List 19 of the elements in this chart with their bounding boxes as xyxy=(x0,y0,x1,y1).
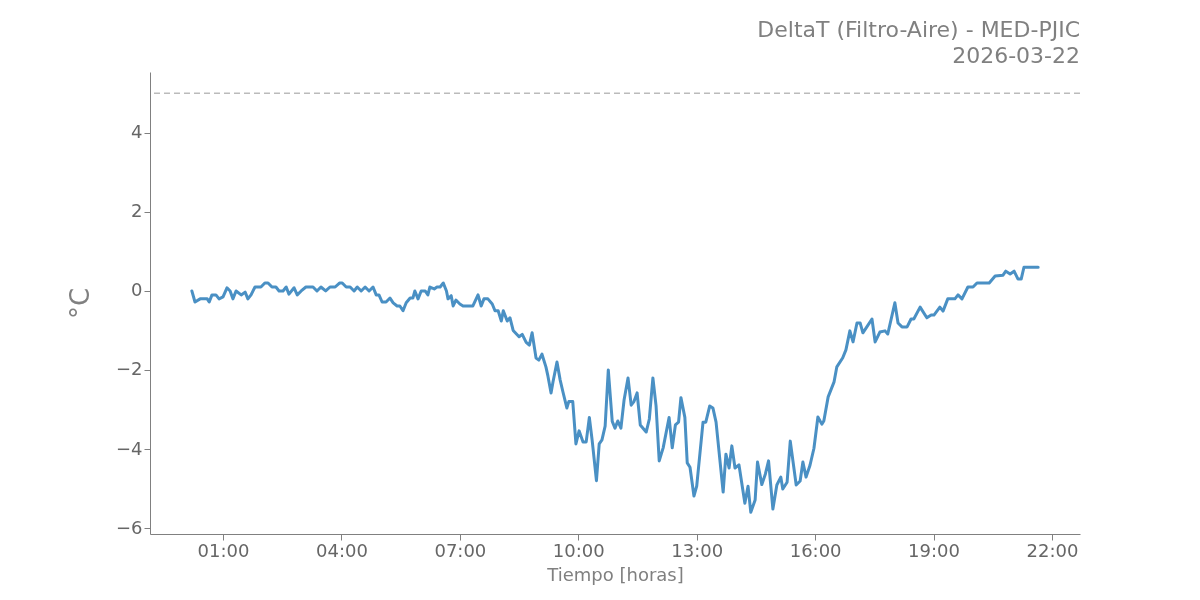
x-tick-label: 04:00 xyxy=(316,539,368,561)
line-series xyxy=(190,265,1040,514)
x-tick-label: 22:00 xyxy=(1026,539,1079,561)
x-axis-title: Tiempo [horas] xyxy=(546,563,684,585)
y-tick-label: 4 xyxy=(131,121,143,143)
x-tick-label: 13:00 xyxy=(671,539,724,561)
y-tick-label: 0 xyxy=(131,279,143,301)
y-tick-label: 2 xyxy=(131,200,143,222)
x-tick-label: 01:00 xyxy=(197,539,250,561)
x-tick-label: 16:00 xyxy=(789,539,842,561)
x-tick-label: 07:00 xyxy=(434,539,487,561)
y-tick-label: −4 xyxy=(115,437,143,459)
x-tick-label: 10:00 xyxy=(552,539,605,561)
chart-title: DeltaT (Filtro-Aire) - MED-PJIC xyxy=(757,17,1080,42)
y-tick-label: −6 xyxy=(115,516,143,538)
x-tick-label: 19:00 xyxy=(908,539,960,561)
y-axis-title: °C xyxy=(64,287,95,320)
chart-subtitle: 2026-03-22 xyxy=(952,43,1080,68)
y-tick-label: −2 xyxy=(115,358,143,380)
